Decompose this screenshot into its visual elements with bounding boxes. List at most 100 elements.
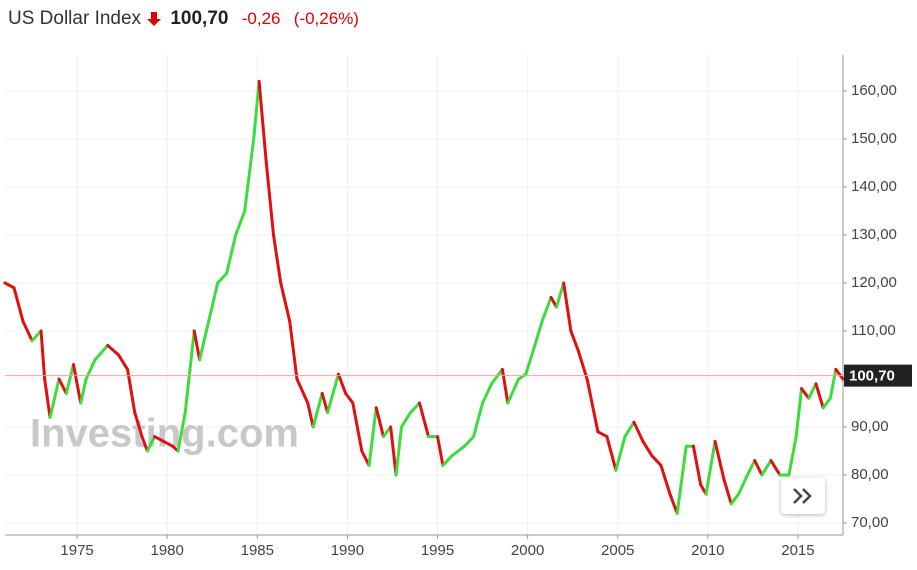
title: US Dollar Index [8, 8, 142, 29]
segment [288, 319, 299, 381]
segment [713, 439, 726, 482]
segment [64, 363, 75, 395]
segment [43, 377, 52, 419]
segment [632, 420, 645, 443]
last-price: 100,70 [170, 8, 229, 29]
segment [39, 329, 47, 381]
x-tick-label: 2000 [511, 542, 544, 559]
segment [183, 329, 196, 415]
y-tick-label: 90,00 [851, 418, 889, 435]
y-tick-label: 150,00 [851, 130, 897, 147]
segment [12, 286, 25, 323]
scroll-button[interactable] [781, 478, 825, 514]
segment [417, 401, 431, 439]
segment [506, 377, 521, 405]
x-tick-label: 1980 [151, 542, 184, 559]
segment [126, 367, 137, 415]
segment [279, 281, 292, 323]
segment [463, 435, 476, 448]
segment [641, 439, 654, 458]
segment [225, 233, 238, 275]
segment [336, 372, 348, 395]
segment [79, 377, 88, 405]
segment [729, 492, 740, 506]
segment [399, 411, 412, 429]
segment [800, 387, 811, 400]
x-tick-label: 2005 [601, 542, 634, 559]
y-tick-label: 130,00 [851, 226, 897, 243]
segment [576, 348, 589, 381]
y-tick-label: 70,00 [851, 514, 889, 531]
segment [234, 209, 247, 237]
segment [704, 439, 717, 496]
segment [311, 391, 324, 429]
segment [374, 406, 385, 439]
segment [295, 377, 310, 405]
segment [540, 295, 553, 323]
segment [623, 420, 636, 439]
segment [650, 454, 663, 467]
x-tick-label: 1985 [241, 542, 274, 559]
segment [441, 454, 454, 467]
segment [145, 435, 157, 453]
price-tag [844, 364, 912, 387]
segment [769, 459, 782, 477]
segment [569, 329, 580, 352]
change: -0,26 [241, 9, 281, 28]
segment [198, 319, 211, 362]
segment [133, 411, 144, 439]
header: US Dollar Index 100,70 -0,26 (-0,26%) [8, 8, 359, 30]
segment [605, 435, 618, 472]
segment [306, 401, 315, 429]
watermark: Investing.com [30, 412, 299, 456]
segment [252, 79, 261, 141]
segment [675, 444, 688, 515]
segment [500, 367, 510, 405]
segment [722, 478, 733, 506]
segment [344, 391, 355, 405]
segment [117, 353, 130, 371]
segment [834, 367, 845, 381]
segment [264, 161, 276, 237]
segment [668, 492, 679, 515]
segment [408, 401, 421, 415]
segment [257, 79, 268, 165]
segment [794, 387, 804, 439]
segment [389, 425, 398, 477]
segment [140, 435, 149, 453]
segment [207, 281, 220, 323]
segment [472, 401, 485, 439]
segment [596, 430, 609, 439]
segment [828, 367, 838, 400]
segment [807, 382, 818, 400]
segment [351, 401, 364, 453]
segment [691, 444, 703, 487]
segment [162, 439, 175, 448]
chevrons [793, 488, 812, 504]
price-tag-label: 100,70 [849, 368, 895, 385]
segment [57, 377, 68, 395]
segment [176, 411, 187, 453]
segment [450, 444, 467, 458]
segment [436, 435, 445, 467]
y-tick-label: 120,00 [851, 274, 897, 291]
segment [562, 281, 573, 333]
segment [524, 343, 537, 376]
segment [821, 396, 832, 410]
segment [243, 137, 256, 213]
segment [554, 281, 566, 309]
segment [490, 367, 504, 386]
down-arrow [147, 11, 162, 26]
segment [614, 435, 627, 472]
segment [71, 363, 83, 405]
y-tick-label: 140,00 [851, 178, 897, 195]
segment [367, 406, 378, 467]
x-tick-label: 2015 [781, 542, 814, 559]
segment [272, 233, 283, 285]
x-tick-label: 1990 [331, 542, 364, 559]
segment [659, 463, 672, 496]
segment [326, 372, 340, 415]
x-tick-label: 2010 [691, 542, 724, 559]
